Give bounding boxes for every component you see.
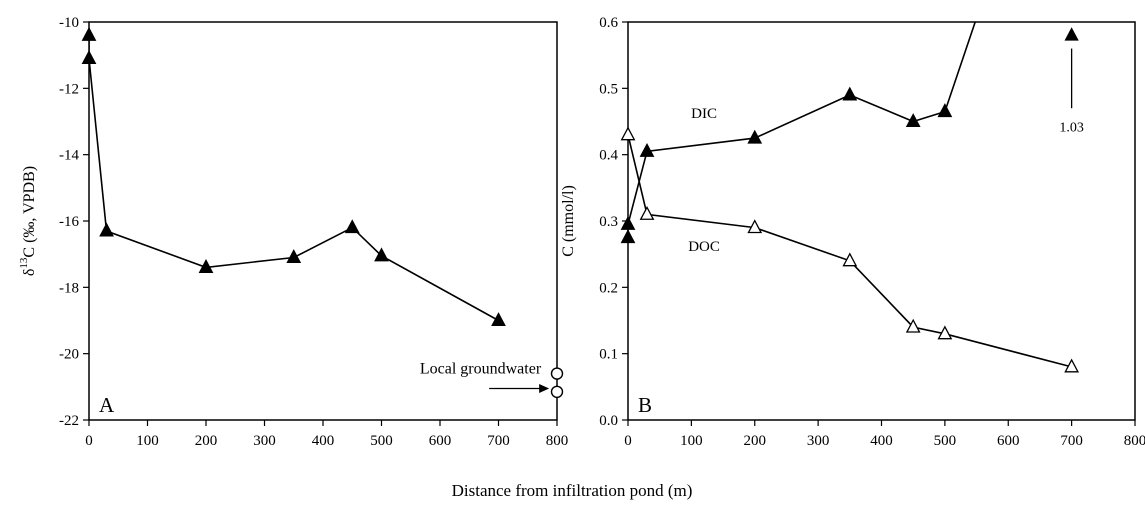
series-0-line xyxy=(89,35,499,322)
x-tick-label: 100 xyxy=(136,433,159,449)
y-tick-label: -12 xyxy=(59,81,79,97)
offscale-arrow-head xyxy=(1064,27,1079,41)
x-axis-title: Distance from infiltration pond (m) xyxy=(452,481,693,500)
groundwater-point xyxy=(550,385,564,399)
doc-point xyxy=(842,252,858,267)
panel-a: 0 100 200 300 400 500 600 700 800 -22 -20 -18 -16 -14… xyxy=(18,15,568,449)
panel-label: A xyxy=(99,393,115,417)
y-axis-title: δ13C (‰, VPDB) xyxy=(18,166,38,276)
series-0-point xyxy=(286,249,302,264)
series-0-point xyxy=(99,222,114,237)
doc-point xyxy=(905,318,921,333)
series-0-point xyxy=(491,312,506,327)
series-0-point xyxy=(81,26,97,41)
doc-point xyxy=(1064,358,1080,373)
y-tick-label: 0.2 xyxy=(599,280,618,296)
panel-label: B xyxy=(638,393,652,417)
dic-point xyxy=(639,142,655,157)
x-tick-label: 400 xyxy=(870,433,893,449)
x-tick-label: 400 xyxy=(312,433,335,449)
dic-point xyxy=(620,229,636,244)
y-axis-title: C (mmol/l) xyxy=(560,185,577,257)
dic-point xyxy=(937,103,953,118)
y-tick-label: -14 xyxy=(59,148,79,164)
doc-point xyxy=(747,219,763,234)
doc-point xyxy=(639,205,655,220)
dic-point xyxy=(842,86,858,101)
x-tick-label: 200 xyxy=(195,433,218,449)
doc-point xyxy=(937,325,953,340)
y-tick-label: 0.5 xyxy=(599,81,618,97)
series-0-point xyxy=(344,219,360,234)
dic-point xyxy=(905,113,921,128)
x-tick-label: 300 xyxy=(253,433,276,449)
groundwater-point xyxy=(550,367,564,380)
x-tick-label: 500 xyxy=(934,433,957,449)
series-0-point xyxy=(198,259,214,273)
series-0-point xyxy=(81,50,97,65)
x-tick-label: 600 xyxy=(429,433,452,449)
y-tick-label: -16 xyxy=(59,214,79,230)
x-tick-label: 300 xyxy=(807,433,830,449)
x-tick-label: 700 xyxy=(1060,433,1083,449)
y-tick-label: -22 xyxy=(59,413,79,429)
y-tick-label: 0.4 xyxy=(599,148,618,164)
x-tick-label: 0 xyxy=(85,433,93,449)
series-label-doc: DOC xyxy=(688,239,720,255)
offscale-value-label: 1.03 xyxy=(1059,120,1084,135)
y-tick-label: 0.3 xyxy=(599,214,618,230)
x-tick-label: 100 xyxy=(680,433,703,449)
dic-point xyxy=(620,215,636,230)
x-tick-label: 200 xyxy=(744,433,767,449)
x-tick-label: 500 xyxy=(370,433,393,449)
dic-point xyxy=(747,129,763,144)
y-tick-label: 0.1 xyxy=(599,347,618,363)
x-tick-label: 0 xyxy=(624,433,632,449)
panel-b: 0 100 200 300 400 500 600 700 800 0.0 0.1 0.2 0.3 0.4… xyxy=(560,15,1145,449)
x-tick-label: 800 xyxy=(546,433,569,449)
x-tick-label: 600 xyxy=(997,433,1020,449)
y-tick-label: -10 xyxy=(59,15,79,31)
doc-point xyxy=(620,126,636,141)
x-tick-label: 700 xyxy=(487,433,510,449)
series-label-dic: DIC xyxy=(691,106,717,122)
y-tick-label: 0.0 xyxy=(599,413,618,429)
y-axis-title-delta: δ xyxy=(21,269,38,277)
annotation-text: Local groundwater xyxy=(420,360,542,377)
y-tick-label: 0.6 xyxy=(599,15,618,31)
y-tick-label: -20 xyxy=(59,347,79,363)
series-0-point xyxy=(374,247,389,262)
y-axis-title-superscript: 13 xyxy=(18,257,30,269)
y-tick-label: -18 xyxy=(59,280,79,296)
y-axis-title-rest: C (‰, VPDB) xyxy=(21,166,38,258)
x-tick-label: 800 xyxy=(1124,433,1145,449)
annotation-arrow-head xyxy=(539,383,550,393)
